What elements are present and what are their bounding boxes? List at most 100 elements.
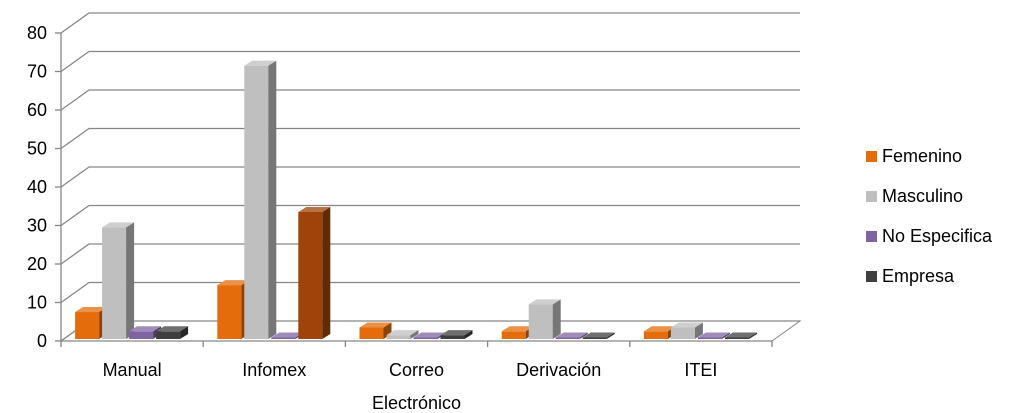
bar [670,322,703,339]
bar-front [75,312,100,339]
bar-top [440,330,473,336]
bar-top [359,322,392,328]
bar-top [528,299,561,305]
legend-item: Empresa [866,266,955,286]
bar [697,332,730,339]
gridline [60,166,800,188]
legend-item: Masculino [866,186,963,206]
legend-swatch [866,271,877,282]
legend-label: Empresa [882,266,955,286]
bar-top [156,326,189,332]
gridline [60,243,800,265]
bar [244,60,277,340]
bar-side [410,330,419,339]
bar [102,222,135,339]
bar-side [268,60,277,340]
gridline [60,127,800,150]
bar-side [694,322,703,339]
bar-side [126,222,135,339]
bar [386,330,419,339]
legend-swatch [866,151,877,162]
bar [156,326,189,339]
bar-front [670,327,695,339]
bar-front [643,331,668,339]
bar [440,330,473,339]
bar-top [386,330,419,336]
legend-item: No Especifica [866,226,993,246]
bar-top [670,322,703,328]
y-tick-label: 30 [27,216,47,236]
y-tick-label: 70 [27,62,47,82]
y-tick-labels: 0 10 20 30 40 50 60 70 80 [27,23,47,351]
bar-front [440,335,465,339]
legend-swatch [866,231,877,242]
bar-front [501,331,526,339]
bar-front [244,65,269,340]
bar-front [217,285,242,339]
bar-front [102,227,127,339]
bar [528,299,561,339]
x-tick-labels: Manual Infomex Correo Electrónico Derivación… [103,360,718,413]
bar-front [724,337,749,339]
gridline [60,89,800,111]
y-tick-label: 60 [27,100,47,120]
bar-side [552,299,561,339]
x-tick-label: Manual [103,360,162,380]
legend-item: Femenino [866,146,962,166]
axes [55,32,773,347]
legend: Femenino Masculino No Especifica Empresa [866,146,993,286]
bar [298,206,331,339]
gridline [60,50,800,73]
bar-front [697,337,722,339]
y-tick-label: 80 [27,23,47,43]
bar-front [156,331,181,339]
bar-front [359,327,384,339]
x-tick-label: ITEI [684,360,717,380]
bar-top [724,332,757,338]
bar-front [129,331,154,339]
bar-side [180,326,189,339]
y-tick-label: 0 [37,331,47,351]
bar-top [298,206,331,212]
bar-front [528,304,553,339]
bar-side [464,330,473,339]
bar-front [386,335,411,339]
bar-top [271,332,304,338]
bar-front [555,337,580,339]
bar-side [748,332,757,339]
legend-label: No Especifica [882,226,993,246]
y-tick-label: 10 [27,293,47,313]
bar [582,332,615,339]
x-tick-label: Derivación [516,360,601,380]
legend-label: Femenino [882,146,962,166]
bar-top [129,326,162,332]
bar-top [244,60,277,66]
gridlines [60,12,800,342]
bar-top [75,307,108,313]
bar-top [217,280,250,286]
bar-front [271,337,296,339]
bar [555,332,588,339]
bar-top [501,326,534,332]
legend-label: Masculino [882,186,963,206]
bar-top [697,332,730,338]
gridline [60,281,800,304]
bar-side [606,332,615,339]
bar-top [102,222,135,228]
bar [724,332,757,339]
bar-top [555,332,588,338]
legend-swatch [866,191,877,202]
bar-front [298,211,323,339]
bar-side [322,206,331,339]
x-tick-label: Correo Electrónico [372,360,461,413]
bar-front [582,337,607,339]
bar-front [413,337,438,339]
bar-top [413,332,446,338]
bar-top [582,332,615,338]
bar-side [579,332,588,339]
y-tick-label: 40 [27,177,47,197]
gridline [60,12,800,34]
gridline [60,204,800,227]
